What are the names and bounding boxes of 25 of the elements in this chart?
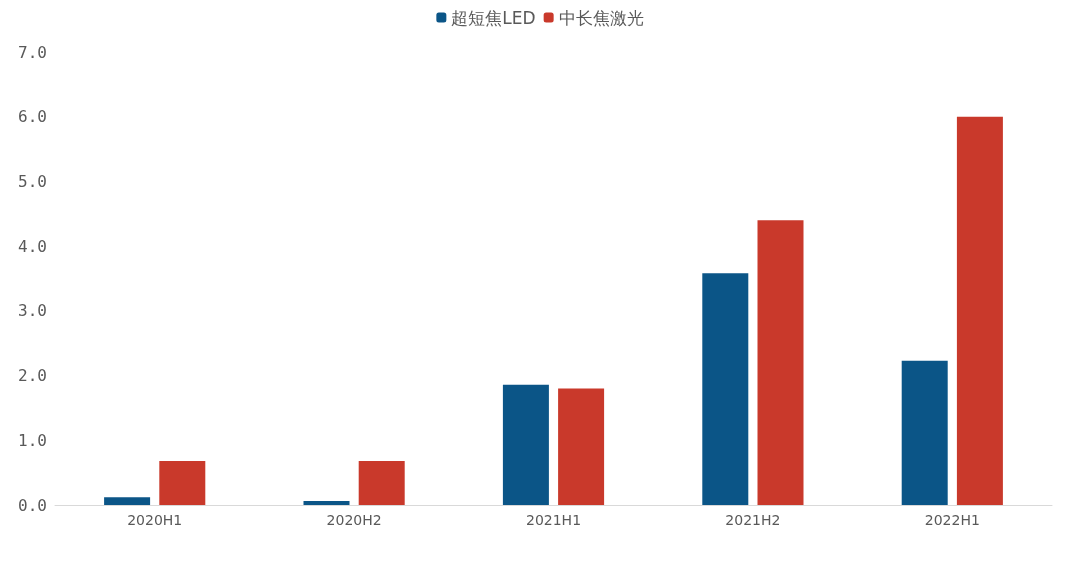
bar: [104, 497, 151, 505]
y-tick-label: 7.0: [18, 42, 47, 62]
bar: [901, 360, 948, 505]
y-tick-label: 0.0: [18, 495, 47, 515]
x-tick-label: 2022H1: [924, 512, 980, 528]
bar: [702, 273, 749, 505]
y-tick-label: 5.0: [18, 171, 47, 191]
bar: [358, 460, 405, 505]
legend-label: 中长焦激光: [558, 7, 644, 28]
bar: [159, 460, 206, 505]
x-tick-label: 2021H1: [525, 512, 582, 528]
x-tick-label: 2020H1: [127, 512, 183, 528]
y-tick-label: 1.0: [18, 430, 47, 450]
y-tick-label: 3.0: [18, 301, 47, 321]
bar: [956, 116, 1003, 505]
y-tick-label: 6.0: [18, 107, 47, 127]
bar: [502, 384, 549, 505]
y-tick-label: 4.0: [18, 236, 47, 256]
legend-label: 超短焦LED: [451, 7, 536, 28]
bar: [303, 501, 350, 505]
bar: [558, 388, 605, 505]
y-tick-label: 2.0: [18, 366, 47, 386]
bar: [757, 220, 804, 505]
x-tick-label: 2020H2: [326, 512, 382, 528]
x-tick-label: 2021H2: [725, 512, 781, 528]
